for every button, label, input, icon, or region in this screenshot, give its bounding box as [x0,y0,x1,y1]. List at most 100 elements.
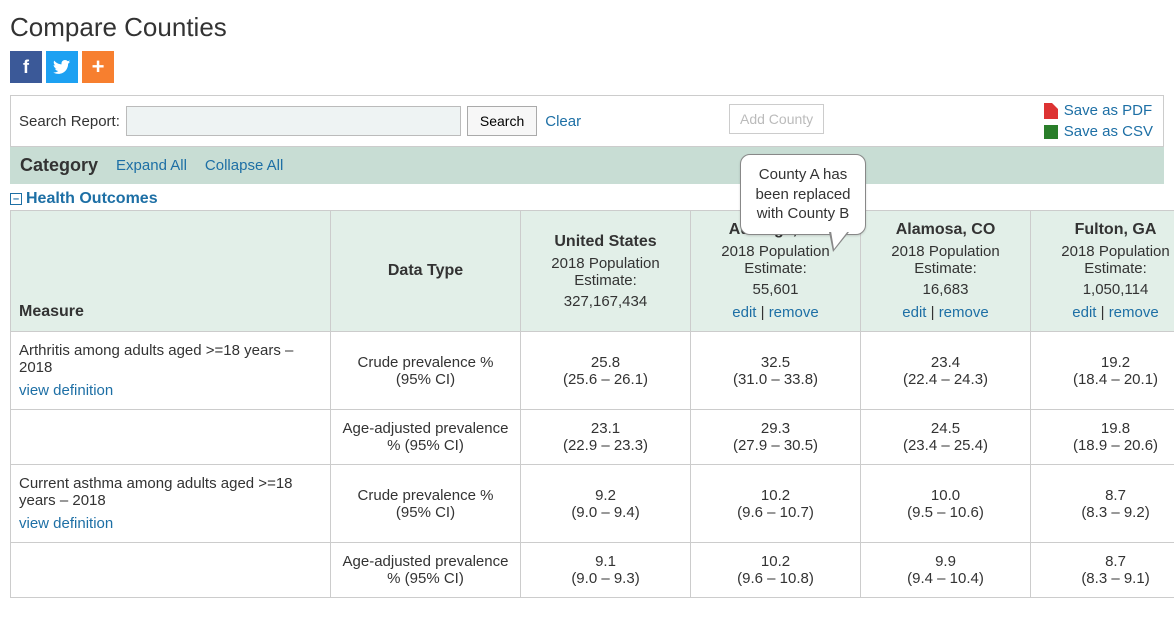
confidence-interval: (9.0 – 9.3) [529,570,682,587]
population-label: 2018 Population Estimate: [529,255,682,289]
measure-label: Current asthma among adults aged >=18 ye… [19,475,293,509]
value: 10.2 [699,487,852,504]
section-title[interactable]: Health Outcomes [26,190,158,208]
section-toggle-icon[interactable]: – [10,193,22,205]
value-cell: 8.7(8.3 – 9.1) [1031,543,1174,598]
confidence-interval: (22.4 – 24.3) [869,371,1022,388]
confidence-interval: (23.4 – 25.4) [869,437,1022,454]
value-cell: 9.1(9.0 – 9.3) [521,543,691,598]
share-more-button[interactable]: + [82,51,114,83]
expand-all-link[interactable]: Expand All [116,157,187,174]
twitter-share-button[interactable] [46,51,78,83]
table-row: Age-adjusted prevalence % (95% CI)9.1(9.… [11,543,1174,598]
population-label: 2018 Population Estimate: [1039,243,1174,277]
value-cell: 32.5(31.0 – 33.8) [691,332,861,410]
datatype-cell: Crude prevalence % (95% CI) [331,332,521,410]
section-header: – Health Outcomes [10,190,1164,208]
measure-cell-empty [11,410,331,465]
edit-county-link[interactable]: edit [1072,304,1096,321]
save-links: Save as PDF Save as CSV [1044,102,1153,144]
value: 23.4 [869,354,1022,371]
search-input[interactable] [126,106,461,136]
value: 25.8 [529,354,682,371]
value: 24.5 [869,420,1022,437]
value: 29.3 [699,420,852,437]
column-name: Fulton, GA [1039,221,1174,239]
population-value: 16,683 [869,281,1022,298]
category-label: Category [20,155,98,176]
measure-label: Arthritis among adults aged >=18 years –… [19,342,293,376]
confidence-interval: (9.5 – 10.6) [869,504,1022,521]
value-cell: 25.8(25.6 – 26.1) [521,332,691,410]
search-button[interactable]: Search [467,106,537,136]
view-definition-link[interactable]: view definition [19,515,322,532]
confidence-interval: (18.4 – 20.1) [1039,371,1174,388]
confidence-interval: (25.6 – 26.1) [529,371,682,388]
remove-county-link[interactable]: remove [769,304,819,321]
measure-header: Measure [11,211,331,332]
population-value: 1,050,114 [1039,281,1174,298]
confidence-interval: (31.0 – 33.8) [699,371,852,388]
table-row: Current asthma among adults aged >=18 ye… [11,465,1174,543]
datatype-header: Data Type [331,211,521,332]
save-csv-link[interactable]: Save as CSV [1044,123,1153,140]
value-cell: 23.1(22.9 – 23.3) [521,410,691,465]
measure-cell-empty [11,543,331,598]
value-cell: 10.2(9.6 – 10.8) [691,543,861,598]
value-cell: 8.7(8.3 – 9.2) [1031,465,1174,543]
value: 9.1 [529,553,682,570]
value: 19.2 [1039,354,1174,371]
column-name: Alamosa, CO [869,221,1022,239]
value: 23.1 [529,420,682,437]
social-share-row: f + [0,51,1174,95]
confidence-interval: (18.9 – 20.6) [1039,437,1174,454]
add-county-button[interactable]: Add County [729,104,824,134]
table-row: Age-adjusted prevalence % (95% CI)23.1(2… [11,410,1174,465]
table-row: Arthritis among adults aged >=18 years –… [11,332,1174,410]
confidence-interval: (22.9 – 23.3) [529,437,682,454]
remove-county-link[interactable]: remove [939,304,989,321]
search-label: Search Report: [19,113,120,130]
measure-cell: Current asthma among adults aged >=18 ye… [11,465,331,543]
pdf-icon [1044,103,1058,119]
confidence-interval: (9.0 – 9.4) [529,504,682,521]
csv-icon [1044,125,1058,139]
edit-county-link[interactable]: edit [902,304,926,321]
view-definition-link[interactable]: view definition [19,382,322,399]
confidence-interval: (8.3 – 9.2) [1039,504,1174,521]
value: 19.8 [1039,420,1174,437]
datatype-cell: Age-adjusted prevalence % (95% CI) [331,410,521,465]
confidence-interval: (27.9 – 30.5) [699,437,852,454]
value-cell: 9.9(9.4 – 10.4) [861,543,1031,598]
value-cell: 9.2(9.0 – 9.4) [521,465,691,543]
save-pdf-link[interactable]: Save as PDF [1044,102,1153,119]
column-header: Fulton, GA 2018 Population Estimate: 1,050… [1031,211,1174,332]
callout-tooltip: County A has been replaced with County B [740,154,866,235]
value-cell: 24.5(23.4 – 25.4) [861,410,1031,465]
column-name: United States [529,233,682,251]
value-cell: 19.2(18.4 – 20.1) [1031,332,1174,410]
value-cell: 10.0(9.5 – 10.6) [861,465,1031,543]
column-header: Alamosa, CO 2018 Population Estimate: 16,6… [861,211,1031,332]
clear-link[interactable]: Clear [545,113,581,130]
datatype-cell: Age-adjusted prevalence % (95% CI) [331,543,521,598]
value: 32.5 [699,354,852,371]
measure-cell: Arthritis among adults aged >=18 years –… [11,332,331,410]
confidence-interval: (9.6 – 10.7) [699,504,852,521]
facebook-share-button[interactable]: f [10,51,42,83]
population-value: 327,167,434 [529,293,682,310]
value: 10.0 [869,487,1022,504]
value: 8.7 [1039,487,1174,504]
value-cell: 23.4(22.4 – 24.3) [861,332,1031,410]
category-bar: Category Expand All Collapse All [10,147,1164,184]
value-cell: 19.8(18.9 – 20.6) [1031,410,1174,465]
population-label: 2018 Population Estimate: [869,243,1022,277]
confidence-interval: (8.3 – 9.1) [1039,570,1174,587]
confidence-interval: (9.6 – 10.8) [699,570,852,587]
remove-county-link[interactable]: remove [1109,304,1159,321]
value: 9.9 [869,553,1022,570]
edit-county-link[interactable]: edit [732,304,756,321]
value-cell: 29.3(27.9 – 30.5) [691,410,861,465]
datatype-cell: Crude prevalence % (95% CI) [331,465,521,543]
collapse-all-link[interactable]: Collapse All [205,157,283,174]
